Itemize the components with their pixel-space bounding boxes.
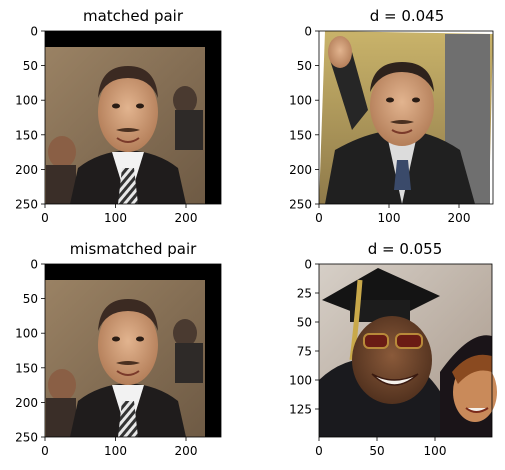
y-tick-label: 125	[289, 403, 312, 417]
x-tick-label: 0	[41, 444, 49, 458]
panel-matched-left: matched pair	[44, 7, 222, 205]
face-photo-graduation	[319, 264, 497, 437]
axes-frame	[44, 263, 222, 438]
y-tick-label: 0	[30, 258, 38, 272]
y-tick-label: 0	[304, 25, 312, 39]
y-tick-label: 200	[15, 163, 38, 177]
y-tick-label: 150	[15, 361, 38, 375]
face-photo-waving	[319, 31, 493, 204]
panel-title: d = 0.055	[368, 240, 443, 258]
y-tick-label: 25	[297, 287, 312, 301]
x-tick-label: 200	[175, 444, 198, 458]
x-tick-label: 100	[104, 444, 127, 458]
x-tick-label: 0	[41, 211, 49, 225]
x-tick-label: 50	[369, 444, 384, 458]
x-tick-label: 100	[424, 444, 447, 458]
axes-frame	[318, 263, 493, 438]
y-tick-label: 250	[289, 198, 312, 212]
panel-mismatched-right: d = 0.055	[318, 240, 497, 438]
y-tick-label: 0	[30, 25, 38, 39]
y-tick-label: 50	[23, 59, 38, 73]
axes-frame	[318, 30, 494, 205]
x-tick-label: 100	[378, 211, 401, 225]
x-tick-label: 200	[175, 211, 198, 225]
x-tick-label: 0	[315, 211, 323, 225]
face-photo-mismatched-left	[45, 264, 221, 437]
panel-mismatched-left: mismatched pair	[44, 240, 222, 438]
x-tick-label: 0	[315, 444, 323, 458]
y-tick-label: 100	[289, 94, 312, 108]
y-tick-label: 50	[23, 292, 38, 306]
face-photo-matched-left	[45, 31, 221, 204]
y-tick-label: 50	[297, 59, 312, 73]
x-tick-label: 100	[104, 211, 127, 225]
y-tick-label: 250	[15, 431, 38, 445]
panel-matched-right: d = 0.045	[318, 7, 494, 205]
y-tick-label: 150	[289, 128, 312, 142]
y-tick-label: 100	[15, 94, 38, 108]
y-tick-label: 100	[289, 374, 312, 388]
panel-title: matched pair	[83, 7, 184, 25]
y-tick-label: 200	[289, 163, 312, 177]
y-tick-label: 0	[304, 258, 312, 272]
y-tick-label: 50	[297, 316, 312, 330]
y-tick-label: 150	[15, 128, 38, 142]
axes-frame	[44, 30, 222, 205]
panel-title: d = 0.045	[370, 7, 445, 25]
x-tick-label: 200	[448, 211, 471, 225]
panel-title: mismatched pair	[70, 240, 197, 258]
y-tick-label: 200	[15, 396, 38, 410]
y-tick-label: 250	[15, 198, 38, 212]
y-tick-label: 100	[15, 327, 38, 341]
y-tick-label: 75	[297, 345, 312, 359]
